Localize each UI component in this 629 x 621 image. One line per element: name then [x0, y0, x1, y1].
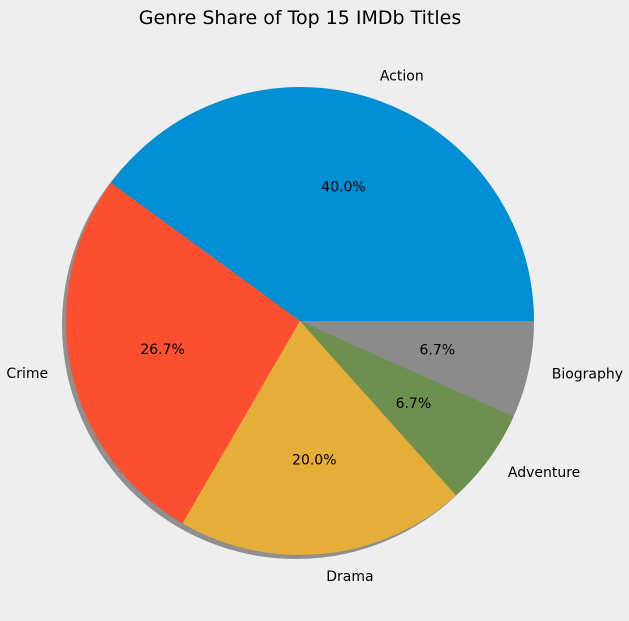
pie-slice-action — [111, 87, 535, 321]
pie-slice-adventure — [300, 321, 514, 496]
slice-percent-crime: 26.7% — [140, 342, 184, 358]
slice-label-adventure: Adventure — [508, 465, 580, 481]
pie-slices — [65, 87, 535, 556]
slice-percent-action: 40.0% — [321, 180, 365, 196]
slice-label-drama: Drama — [326, 569, 373, 585]
slice-label-biography: Biography — [552, 367, 623, 383]
chart-title: Genre Share of Top 15 IMDb Titles — [139, 7, 461, 29]
slice-label-action: Action — [380, 68, 424, 84]
slice-percent-biography: 6.7% — [420, 342, 456, 358]
pie-slice-biography — [300, 321, 534, 417]
slice-percent-drama: 20.0% — [292, 453, 336, 469]
slice-percent-adventure: 6.7% — [396, 396, 432, 412]
slice-label-crime: Crime — [6, 366, 48, 382]
slice-labels: Action Crime Drama Adventure Biography — [6, 68, 623, 585]
pie-slice-crime — [65, 182, 300, 524]
pie-slice-drama — [182, 321, 456, 556]
slice-percent-labels: 40.0% 26.7% 20.0% 6.7% 6.7% — [140, 180, 455, 469]
